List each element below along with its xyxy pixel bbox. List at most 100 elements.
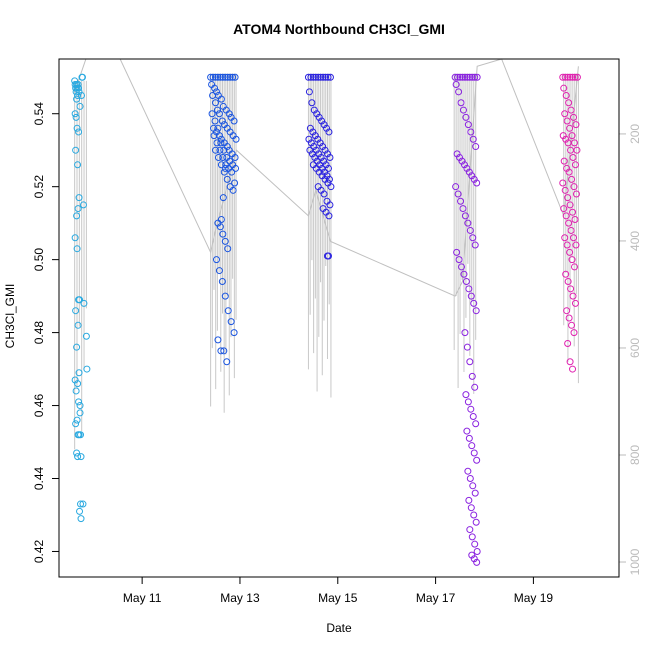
data-point <box>219 153 227 161</box>
data-point <box>75 128 83 136</box>
data-point <box>458 263 466 271</box>
data-point <box>219 230 227 238</box>
y-tick-label: 0.44 <box>32 467 46 491</box>
data-point <box>215 110 223 118</box>
data-point <box>79 201 87 209</box>
y2-tick-label: 600 <box>628 338 642 358</box>
data-point <box>310 106 318 114</box>
data-point <box>229 186 237 194</box>
y-tick-label: 0.48 <box>32 321 46 345</box>
data-point <box>75 84 83 92</box>
data-point <box>72 387 80 395</box>
data-point <box>324 150 332 158</box>
data-point <box>75 369 83 377</box>
data-point <box>76 507 84 515</box>
data-point <box>458 157 466 165</box>
data-point <box>565 168 573 176</box>
data-point <box>566 358 574 366</box>
data-point <box>78 73 86 81</box>
data-point <box>564 194 572 202</box>
data-point <box>73 245 81 253</box>
data-point <box>224 73 232 81</box>
data-point <box>471 241 479 249</box>
data-point <box>572 121 580 129</box>
data-point <box>325 212 333 220</box>
data-point <box>326 153 334 161</box>
data-point <box>214 336 222 344</box>
data-point <box>459 106 467 114</box>
data-point <box>559 179 567 187</box>
data-point <box>314 73 322 81</box>
data-point <box>76 409 84 417</box>
data-point <box>215 267 223 275</box>
data-point <box>230 117 238 125</box>
data-point <box>473 547 481 555</box>
data-point <box>562 270 570 278</box>
data-point <box>559 132 567 140</box>
data-point <box>472 307 480 315</box>
data-point <box>573 146 581 154</box>
data-point <box>564 139 572 147</box>
data-point <box>466 358 474 366</box>
data-point <box>323 124 331 132</box>
data-point <box>76 402 84 410</box>
data-point <box>459 205 467 213</box>
data-point <box>467 292 475 300</box>
data-point <box>232 164 240 172</box>
data-point <box>569 153 577 161</box>
x-tick-label: May 11 <box>123 591 162 605</box>
data-point <box>316 139 324 147</box>
data-point <box>313 157 321 165</box>
data-point <box>472 420 480 428</box>
data-point <box>230 329 238 337</box>
data-point <box>320 190 328 198</box>
data-point <box>312 73 320 81</box>
data-point <box>226 73 234 81</box>
data-point <box>216 73 224 81</box>
data-point <box>214 124 222 132</box>
data-point <box>563 307 571 315</box>
data-point <box>321 168 329 176</box>
data-point <box>217 347 225 355</box>
data-point <box>74 205 82 213</box>
data-point <box>213 139 221 147</box>
data-point <box>304 73 312 81</box>
data-point <box>571 299 579 307</box>
data-point <box>220 347 228 355</box>
x-tick-label: May 19 <box>514 591 554 605</box>
data-point <box>572 190 580 198</box>
data-point <box>473 179 481 187</box>
reference-track-line <box>74 58 579 297</box>
data-point <box>223 358 231 366</box>
data-point <box>465 496 473 504</box>
data-point <box>224 245 232 253</box>
data-point <box>467 504 475 512</box>
data-point <box>221 237 229 245</box>
reference-track <box>74 58 579 297</box>
data-point <box>571 216 579 224</box>
data-point <box>311 153 319 161</box>
data-point <box>71 234 79 242</box>
data-point <box>225 110 233 118</box>
data-point <box>562 212 570 220</box>
data-point <box>469 234 477 242</box>
data-point <box>322 73 330 81</box>
data-point <box>319 143 327 151</box>
data-point <box>569 292 577 300</box>
data-point <box>212 256 220 264</box>
data-point <box>564 340 572 348</box>
y-tick-label: 0.42 <box>32 539 46 563</box>
data-point <box>461 212 469 220</box>
data-point <box>77 431 85 439</box>
data-point <box>561 110 569 118</box>
data-point <box>208 110 216 118</box>
data-point <box>209 73 217 81</box>
data-point <box>223 175 231 183</box>
data-point <box>563 241 571 249</box>
data-point <box>568 321 576 329</box>
data-point <box>76 296 84 304</box>
data-point <box>569 73 577 81</box>
data-point <box>569 365 577 373</box>
data-point <box>224 307 232 315</box>
data-point <box>77 91 85 99</box>
